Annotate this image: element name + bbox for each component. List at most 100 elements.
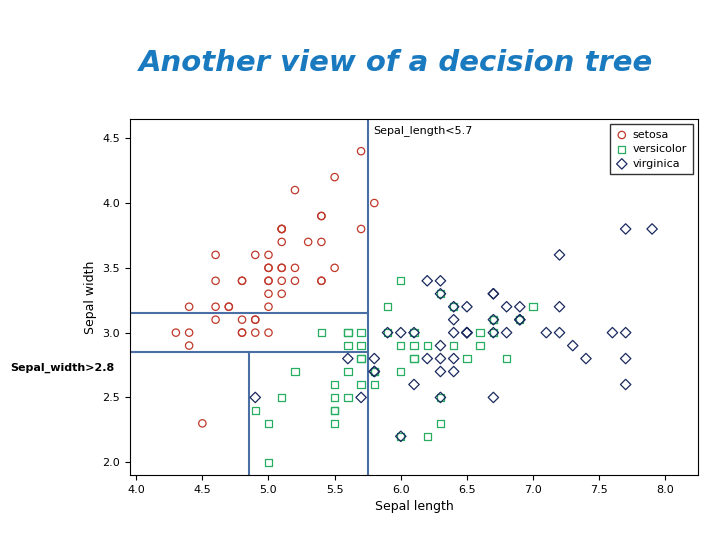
- versicolor: [342, 367, 354, 376]
- setosa: [236, 276, 248, 285]
- versicolor: [356, 341, 367, 350]
- virginica: [356, 393, 367, 402]
- versicolor: [356, 354, 367, 363]
- setosa: [289, 264, 301, 272]
- virginica: [554, 302, 565, 311]
- Y-axis label: Sepal width: Sepal width: [84, 260, 96, 334]
- virginica: [487, 289, 499, 298]
- setosa: [250, 315, 261, 324]
- virginica: [448, 367, 459, 376]
- virginica: [514, 315, 526, 324]
- versicolor: [435, 419, 446, 428]
- setosa: [315, 212, 327, 220]
- versicolor: [342, 341, 354, 350]
- Text: Sepal_width>2.8: Sepal_width>2.8: [11, 362, 114, 373]
- setosa: [276, 225, 287, 233]
- virginica: [250, 393, 261, 402]
- versicolor: [369, 367, 380, 376]
- setosa: [210, 315, 221, 324]
- versicolor: [448, 341, 459, 350]
- versicolor: [408, 354, 420, 363]
- setosa: [210, 302, 221, 311]
- virginica: [461, 328, 472, 337]
- versicolor: [329, 406, 341, 415]
- versicolor: [369, 380, 380, 389]
- virginica: [541, 328, 552, 337]
- setosa: [250, 315, 261, 324]
- versicolor: [263, 458, 274, 467]
- versicolor: [461, 354, 472, 363]
- setosa: [184, 328, 195, 337]
- virginica: [435, 393, 446, 402]
- setosa: [263, 251, 274, 259]
- virginica: [369, 354, 380, 363]
- versicolor: [395, 276, 407, 285]
- virginica: [448, 354, 459, 363]
- setosa: [236, 315, 248, 324]
- setosa: [263, 276, 274, 285]
- virginica: [647, 225, 658, 233]
- virginica: [620, 380, 631, 389]
- versicolor: [408, 328, 420, 337]
- Text: Sepal_length<5.7: Sepal_length<5.7: [373, 125, 472, 136]
- Text: Another view of a decision tree: Another view of a decision tree: [139, 49, 653, 77]
- virginica: [448, 328, 459, 337]
- versicolor: [421, 432, 433, 441]
- versicolor: [342, 328, 354, 337]
- setosa: [302, 238, 314, 246]
- setosa: [263, 302, 274, 311]
- setosa: [263, 264, 274, 272]
- X-axis label: Sepal length: Sepal length: [374, 501, 454, 514]
- versicolor: [329, 393, 341, 402]
- setosa: [210, 276, 221, 285]
- versicolor: [474, 328, 486, 337]
- versicolor: [514, 315, 526, 324]
- setosa: [263, 264, 274, 272]
- versicolor: [421, 341, 433, 350]
- setosa: [289, 276, 301, 285]
- setosa: [315, 212, 327, 220]
- virginica: [395, 328, 407, 337]
- setosa: [263, 328, 274, 337]
- setosa: [276, 289, 287, 298]
- setosa: [315, 238, 327, 246]
- virginica: [408, 380, 420, 389]
- virginica: [501, 302, 513, 311]
- setosa: [315, 276, 327, 285]
- virginica: [487, 289, 499, 298]
- Legend: setosa, versicolor, virginica: setosa, versicolor, virginica: [610, 124, 693, 174]
- virginica: [435, 276, 446, 285]
- setosa: [263, 289, 274, 298]
- setosa: [276, 276, 287, 285]
- versicolor: [356, 328, 367, 337]
- versicolor: [329, 419, 341, 428]
- versicolor: [435, 289, 446, 298]
- virginica: [435, 354, 446, 363]
- versicolor: [263, 419, 274, 428]
- versicolor: [369, 367, 380, 376]
- setosa: [356, 225, 367, 233]
- setosa: [210, 251, 221, 259]
- virginica: [461, 328, 472, 337]
- virginica: [461, 328, 472, 337]
- setosa: [184, 302, 195, 311]
- versicolor: [395, 341, 407, 350]
- setosa: [276, 264, 287, 272]
- virginica: [421, 354, 433, 363]
- virginica: [448, 315, 459, 324]
- setosa: [236, 328, 248, 337]
- versicolor: [395, 367, 407, 376]
- versicolor: [329, 406, 341, 415]
- virginica: [580, 354, 592, 363]
- versicolor: [487, 315, 499, 324]
- versicolor: [382, 302, 393, 311]
- versicolor: [487, 315, 499, 324]
- versicolor: [356, 354, 367, 363]
- setosa: [184, 341, 195, 350]
- setosa: [236, 328, 248, 337]
- setosa: [329, 264, 341, 272]
- setosa: [276, 238, 287, 246]
- versicolor: [356, 380, 367, 389]
- versicolor: [250, 406, 261, 415]
- setosa: [250, 251, 261, 259]
